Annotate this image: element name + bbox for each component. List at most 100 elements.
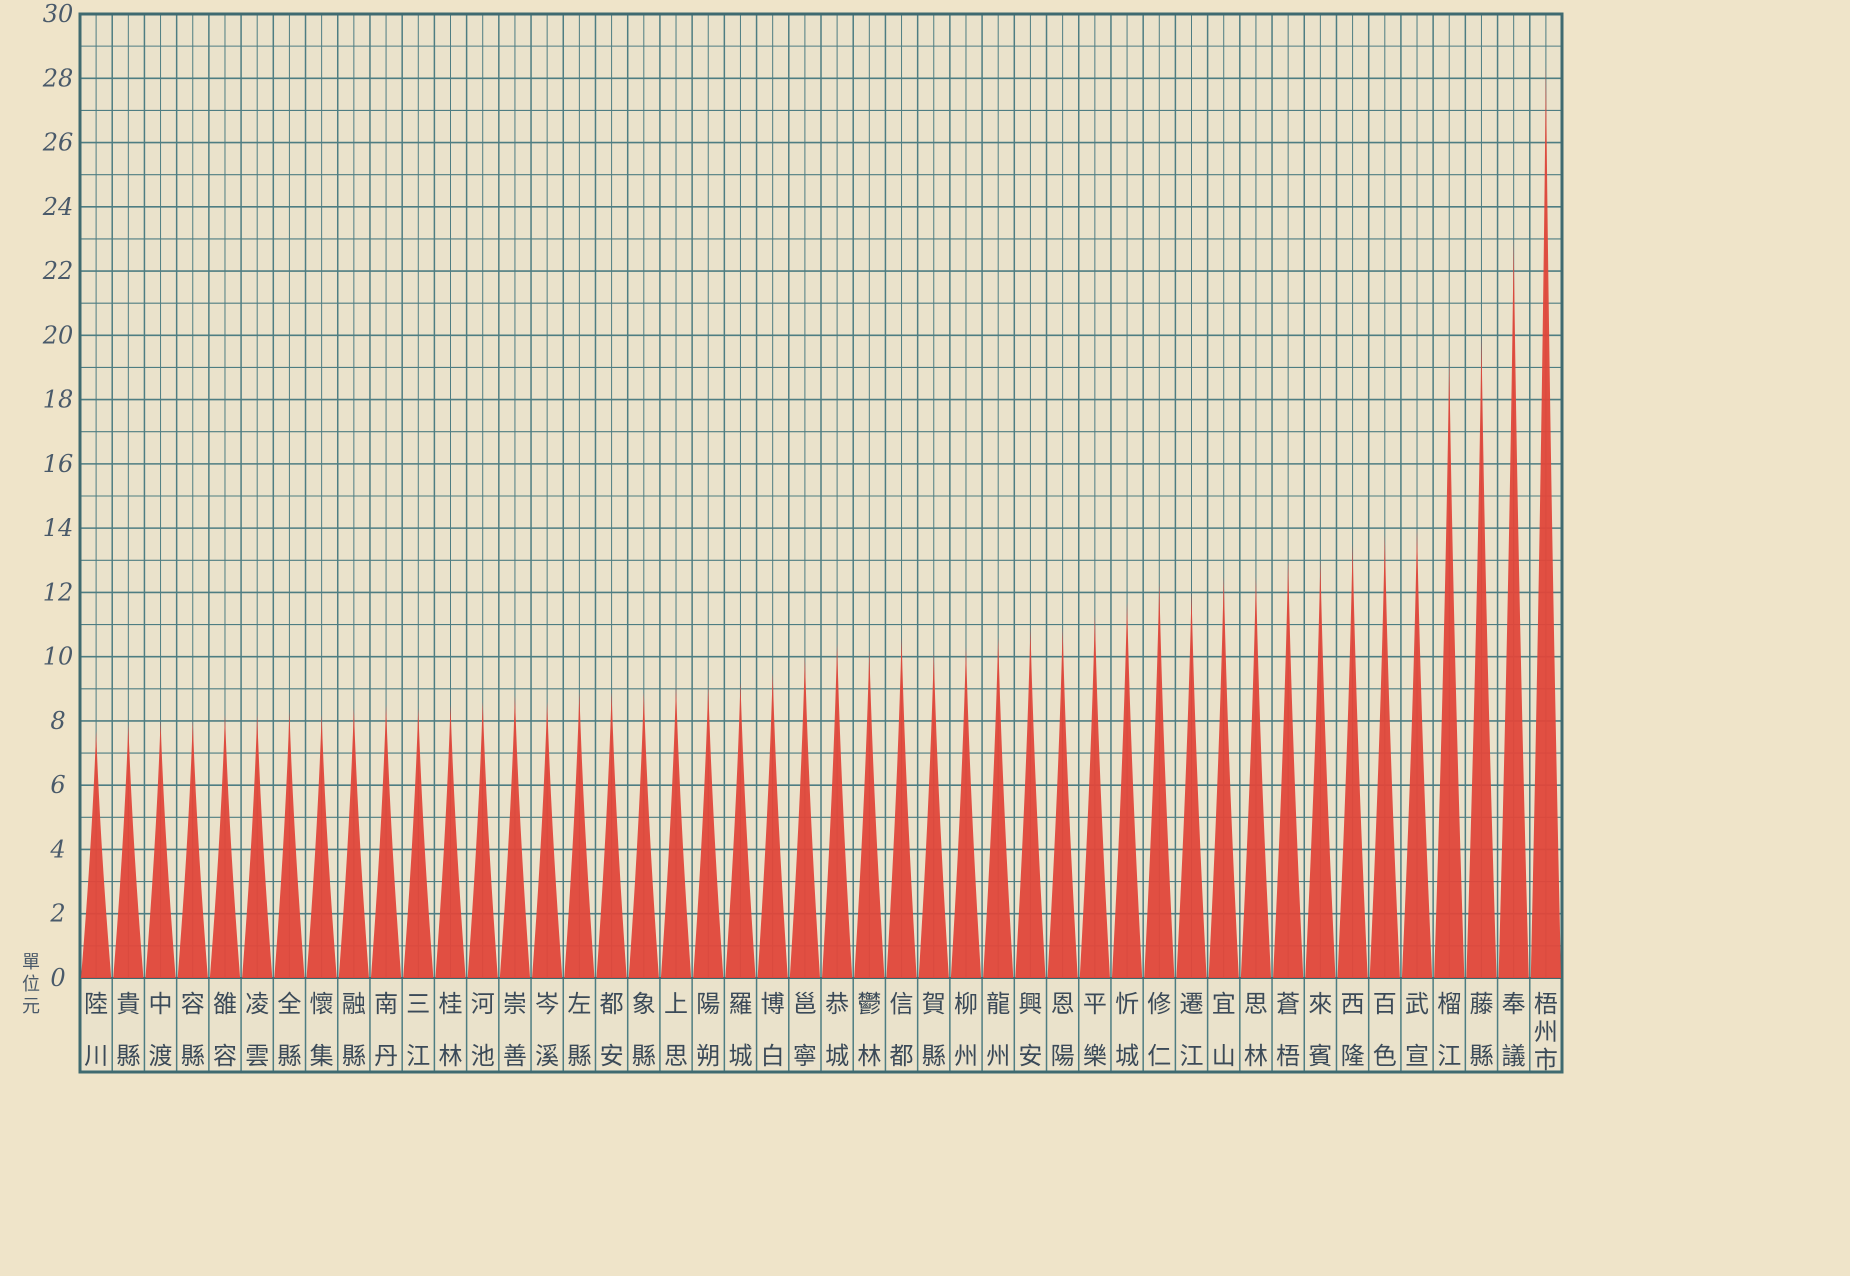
- x-category-label: 白: [761, 1042, 785, 1070]
- bar-雒容: [209, 714, 241, 978]
- x-category-label: 雲: [245, 1042, 269, 1070]
- x-category-label: 賓: [1308, 1042, 1332, 1070]
- y-tick-label: 6: [50, 771, 65, 799]
- bar-奉議: [1498, 238, 1529, 978]
- x-category-label: 朔: [696, 1042, 720, 1070]
- data-series: [81, 65, 1561, 978]
- x-category-label: 藤: [1469, 990, 1493, 1018]
- bar-容縣: [177, 720, 208, 978]
- bar-鬱林: [854, 650, 885, 978]
- x-category-label: 中: [149, 990, 173, 1018]
- bar-貴縣: [113, 724, 144, 978]
- x-category-label: 林: [439, 1042, 463, 1070]
- x-category-label: 賀: [922, 990, 946, 1018]
- bar-陸川: [81, 730, 112, 978]
- x-category-label: 江: [1437, 1042, 1461, 1070]
- x-category-label: 容: [213, 1042, 237, 1070]
- x-category-label: 集: [310, 1042, 334, 1070]
- bar-融縣: [338, 708, 369, 978]
- x-category-label: 恩: [1051, 990, 1075, 1018]
- bar-宜山: [1208, 576, 1239, 978]
- bar-賀縣: [918, 653, 949, 978]
- x-category-label: 樂: [1083, 1042, 1107, 1070]
- bar-左縣: [564, 692, 595, 978]
- y-tick-label: 4: [49, 835, 65, 863]
- x-category-label: 縣: [116, 1042, 140, 1070]
- x-category-label: 來: [1308, 990, 1332, 1018]
- y-tick-label: 2: [49, 900, 65, 928]
- bar-懷集: [306, 714, 337, 978]
- y-tick-label: 8: [50, 707, 65, 735]
- bar-修仁: [1144, 582, 1175, 978]
- y-tick-label: 22: [42, 257, 74, 285]
- x-category-label: 榴: [1437, 990, 1461, 1018]
- bar-岑溪: [532, 701, 563, 978]
- x-category-label: 鬱: [857, 990, 881, 1018]
- x-category-label: 縣: [277, 1042, 301, 1070]
- x-category-label: 陸: [84, 990, 108, 1018]
- x-category-label: 左: [567, 990, 591, 1018]
- x-category-label: 陽: [696, 990, 720, 1018]
- bar-興安: [1015, 627, 1046, 978]
- x-category-label: 城: [728, 1042, 752, 1070]
- bar-梧州市: [1530, 65, 1561, 978]
- bar-來賓: [1305, 560, 1336, 978]
- bar-柳州: [950, 647, 982, 978]
- x-category-label: 寧: [793, 1042, 817, 1070]
- x-category-label: 縣: [342, 1042, 366, 1070]
- y-tick-label: 20: [42, 321, 74, 349]
- x-category-label: 隆: [1341, 1042, 1365, 1070]
- x-category-label: 河: [471, 990, 495, 1018]
- y-tick-label: 12: [43, 578, 74, 606]
- y-axis-unit-char: 單: [22, 952, 40, 973]
- x-category-label: 都: [890, 1042, 914, 1070]
- x-category-label: 川: [84, 1042, 108, 1070]
- x-category-label: 縣: [632, 1042, 656, 1070]
- x-category-label: 議: [1502, 1042, 1526, 1070]
- y-axis-unit-char: 位: [22, 974, 40, 995]
- x-category-label: 仁: [1147, 1042, 1171, 1070]
- bar-南丹: [370, 704, 402, 978]
- x-category-label: 懷: [310, 990, 334, 1018]
- x-category-label: 象: [632, 990, 656, 1018]
- x-category-label: 恭: [825, 990, 849, 1018]
- y-axis-unit-char: 元: [22, 996, 40, 1017]
- x-category-label: 修: [1147, 990, 1171, 1018]
- bar-羅城: [725, 682, 756, 978]
- y-tick-label: 26: [42, 129, 74, 157]
- x-category-label: 上: [664, 990, 688, 1018]
- x-category-label: 柳: [954, 990, 978, 1018]
- x-category-label: 奉: [1502, 990, 1526, 1018]
- x-category-label: 林: [1244, 1042, 1268, 1070]
- bar-忻城: [1111, 602, 1143, 978]
- x-category-label: 全: [277, 990, 301, 1018]
- bar-榴江: [1434, 357, 1465, 978]
- bar-思林: [1240, 576, 1272, 978]
- x-category-label: 信: [890, 990, 914, 1018]
- x-category-label: 梧: [1534, 990, 1558, 1018]
- x-category-label: 崇: [503, 990, 527, 1018]
- x-category-label: 三: [406, 990, 430, 1018]
- x-category-label: 州: [1534, 1018, 1558, 1046]
- bar-信都: [886, 637, 917, 978]
- x-category-label: 桂: [439, 990, 463, 1018]
- x-category-label: 縣: [922, 1042, 946, 1070]
- x-category-label: 南: [374, 990, 398, 1018]
- bar-中渡: [145, 720, 176, 978]
- bar-崇善: [499, 695, 531, 978]
- x-category-label: 凌: [245, 990, 269, 1018]
- bar-西隆: [1337, 544, 1368, 978]
- x-category-label: 溪: [535, 1042, 559, 1070]
- x-category-label: 蒼: [1276, 990, 1300, 1018]
- x-category-label: 善: [503, 1042, 527, 1070]
- x-category-label: 城: [825, 1042, 849, 1070]
- y-tick-label: 16: [43, 450, 74, 478]
- bar-武宣: [1401, 528, 1433, 978]
- x-category-label: 忻: [1115, 990, 1139, 1018]
- x-category-label: 龍: [986, 990, 1010, 1018]
- x-category-label: 都: [600, 990, 624, 1018]
- x-category-label: 色: [1373, 1042, 1397, 1070]
- x-category-label: 縣: [567, 1042, 591, 1070]
- x-category-label: 安: [1018, 1042, 1042, 1070]
